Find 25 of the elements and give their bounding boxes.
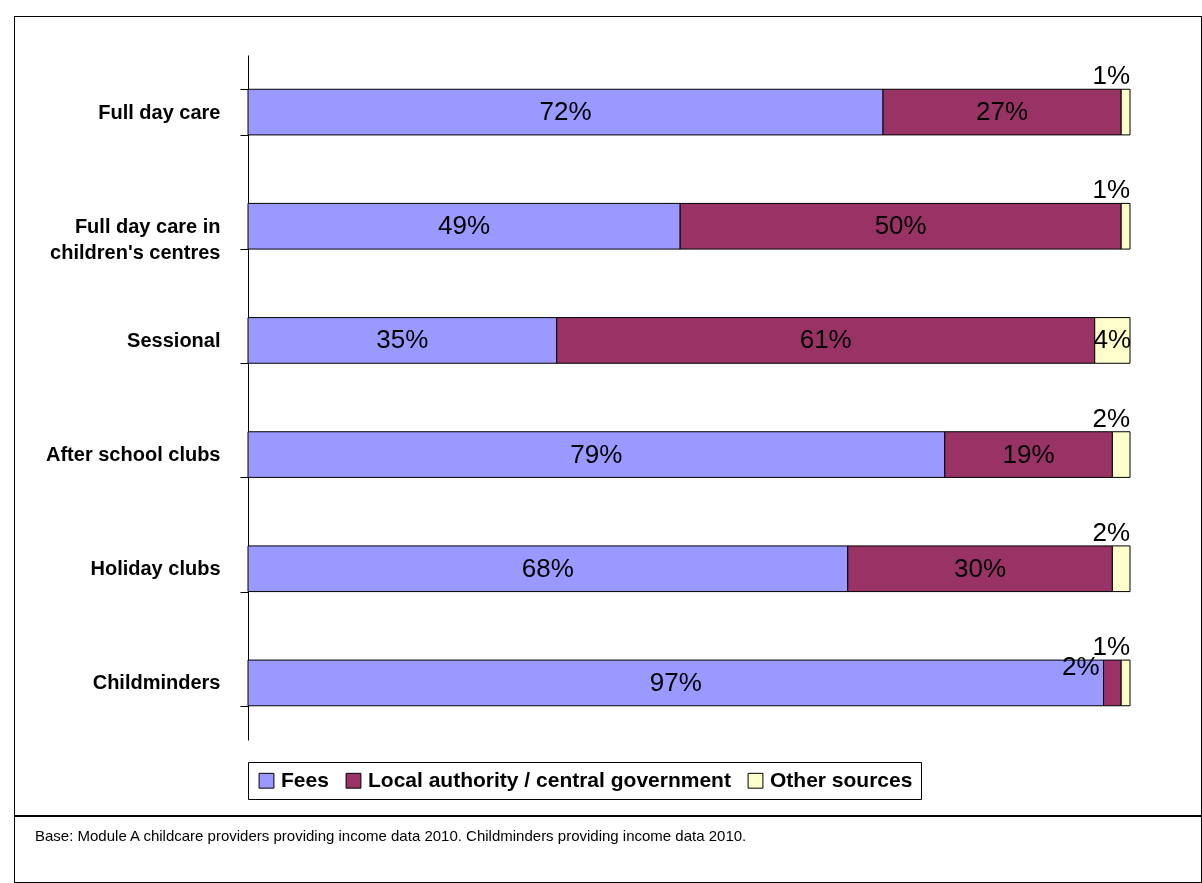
data-label: 50% — [874, 210, 927, 241]
data-label: 68% — [521, 552, 574, 583]
y-tick-label: After school clubs — [46, 443, 221, 466]
data-label: 2% — [1092, 516, 1130, 547]
y-tick-label: Childminders — [92, 671, 221, 694]
y-tick-label: Full day care in children's centres — [50, 214, 221, 263]
y-tick-label: Full day care — [98, 100, 221, 123]
y-tick-label: Sessional — [127, 328, 221, 351]
data-label: 61% — [799, 324, 852, 355]
text: Base: Module A childcare providers providing income data 2010. Childminders providing income data 2010. — [14, 816, 1202, 883]
data-label: 1% — [1092, 60, 1130, 91]
data-label: 35% — [376, 324, 429, 355]
legend-label: Fees — [281, 767, 329, 791]
legend-label: Other sources — [770, 767, 913, 791]
data-label: 49% — [438, 210, 491, 241]
legend-label: Local authority / central government — [368, 767, 731, 791]
data-label: 30% — [954, 552, 1007, 583]
data-label: 27% — [976, 96, 1029, 127]
data-label: 79% — [570, 438, 623, 469]
data-label: 1% — [1092, 174, 1130, 205]
data-label: 19% — [1002, 438, 1055, 469]
data-label: 97% — [649, 666, 702, 697]
data-label: 72% — [539, 96, 592, 127]
data-label: 2% — [1092, 402, 1130, 433]
y-tick-label: Holiday clubs — [90, 557, 221, 580]
